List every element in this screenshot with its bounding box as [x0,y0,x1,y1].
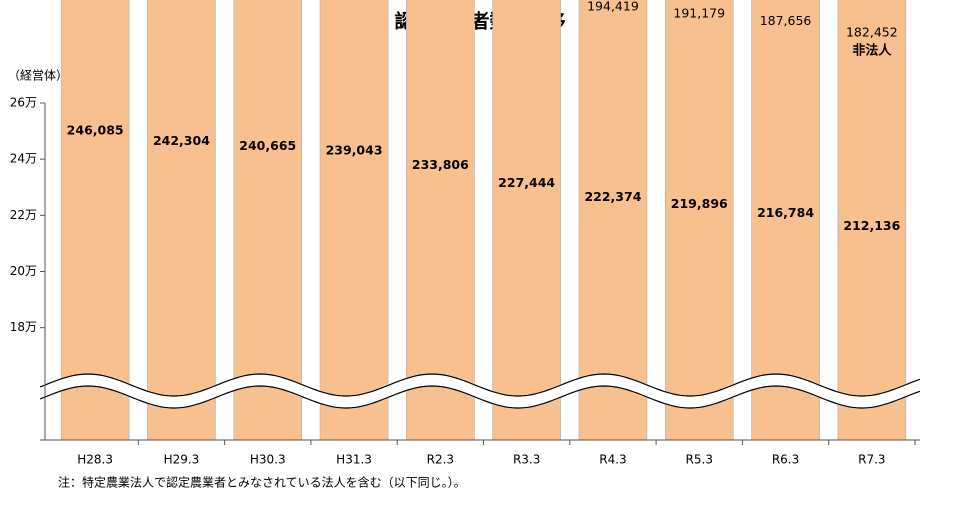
value-label: 194,419 [587,0,639,13]
value-label: 187,656 [760,13,812,28]
value-label: 191,179 [673,5,725,20]
y-tick-label: 22万 [10,208,37,222]
x-tick-label: R5.3 [686,453,713,467]
total-label: 246,085 [67,123,124,138]
value-label: 200,330 [501,0,553,1]
total-label: 239,043 [326,142,383,157]
axis-break-line [39,385,921,409]
bar-segment [60,0,130,441]
x-tick-label: R3.3 [513,453,540,467]
x-tick-label: H29.3 [164,453,200,467]
x-tick-label: H30.3 [250,453,286,467]
y-tick-label: 20万 [10,264,37,278]
bar-segment [578,0,648,441]
y-tick-label: 24万 [10,152,37,166]
total-label: 219,896 [671,196,728,211]
axis-break-fill [37,373,923,409]
bar-segment [319,0,389,441]
note: 注：特定農業法人で認定農業者とみなされている法人を含む（以下同じ。）。 [58,475,466,490]
total-label: 240,665 [239,138,296,153]
x-tick-label: R2.3 [427,453,454,467]
value-label: 182,452 [846,24,898,39]
total-label: 242,304 [153,133,210,148]
x-tick-label: R7.3 [858,453,885,467]
bar-segment [233,0,303,441]
y-tick-label: 26万 [10,96,37,110]
bar-segment [751,0,820,441]
x-tick-label: H31.3 [336,453,372,467]
bar-segment [147,0,216,441]
total-label: 212,136 [843,218,900,233]
y-axis-label: （経営体） [8,69,68,83]
series-name: 非法人 [852,42,892,58]
x-tick-label: R6.3 [772,453,799,467]
bar-segment [664,0,734,441]
total-label: 216,784 [757,205,814,220]
y-tick-label: 18万 [10,320,37,334]
x-tick-label: R4.3 [599,453,626,467]
total-label: 227,444 [498,175,555,190]
total-label: 222,374 [584,189,641,204]
total-label: 233,806 [412,157,469,172]
axis-break-line [39,373,921,397]
x-tick-label: H28.3 [77,453,113,467]
bar-segment [492,0,561,441]
